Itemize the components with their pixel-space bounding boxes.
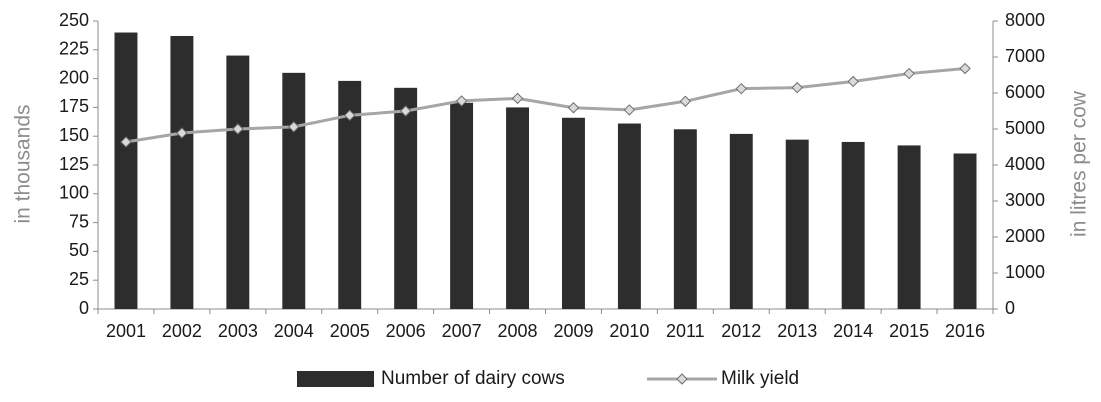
- right-tick-label: 3000: [1005, 190, 1045, 210]
- bar-dairy-cows-2002: [170, 35, 194, 309]
- marker-milk-yield-2011: [679, 95, 692, 107]
- x-tick-label: 2005: [330, 321, 370, 341]
- left-tick-label: 25: [69, 269, 89, 289]
- left-tick-label: 0: [79, 298, 89, 318]
- x-tick-label: 2009: [553, 321, 593, 341]
- x-tick-label: 2013: [777, 321, 817, 341]
- left-tick-label: 150: [59, 125, 89, 145]
- marker-milk-yield-2006: [399, 105, 412, 117]
- x-tick-label: 2010: [609, 321, 649, 341]
- x-tick-label: 2006: [386, 321, 426, 341]
- right-tick-label: 2000: [1005, 226, 1045, 246]
- right-tick-label: 5000: [1005, 118, 1045, 138]
- marker-milk-yield-2016: [959, 62, 971, 75]
- left-axis-title-group: in thousands: [12, 104, 35, 223]
- marker-milk-yield-2007: [455, 95, 468, 107]
- left-tick-label: 125: [59, 154, 89, 174]
- x-tick-label: 2016: [945, 321, 985, 341]
- left-tick-label: 50: [69, 240, 89, 260]
- right-tick-label: 0: [1005, 298, 1015, 318]
- x-tick-label: 2002: [162, 321, 202, 341]
- bar-dairy-cows-2015: [897, 145, 921, 309]
- left-tick-label: 250: [59, 10, 89, 30]
- bar-dairy-cows-2014: [841, 141, 865, 309]
- x-tick-label: 2004: [274, 321, 314, 341]
- right-tick-label: 6000: [1005, 82, 1045, 102]
- marker-milk-yield-2001: [120, 136, 132, 148]
- marker-milk-yield-2002: [176, 127, 188, 139]
- bar-dairy-cows-2005: [338, 80, 362, 310]
- plot-area: 0 25 50 75 100 125 150 175 200 225 250 0 1000 2000 300…: [59, 10, 1045, 341]
- left-tick-label: 100: [59, 183, 89, 203]
- left-tick-label: 75: [69, 211, 89, 231]
- bar-dairy-cows-2012: [729, 133, 753, 309]
- legend-label-dairy-cows: Number of dairy cows: [381, 368, 565, 389]
- bar-dairy-cows-2011: [673, 129, 697, 309]
- marker-milk-yield-2014: [847, 75, 859, 88]
- marker-milk-yield-2015: [903, 67, 915, 80]
- left-tick-label: 175: [59, 96, 89, 116]
- right-tick-label: 1000: [1005, 262, 1045, 282]
- right-axis-title-group: in litres per cow: [1068, 90, 1091, 237]
- bar-dairy-cows-2007: [450, 102, 474, 310]
- bar-dairy-cows-2004: [282, 72, 306, 309]
- marker-milk-yield-2010: [623, 104, 636, 116]
- x-tick-label: 2012: [721, 321, 761, 341]
- x-tick-label: 2001: [106, 321, 146, 341]
- left-axis-title: in thousands: [12, 104, 35, 223]
- x-tick-label: 2003: [218, 321, 258, 341]
- marker-milk-yield-2013: [791, 81, 803, 94]
- legend: Number of dairy cows Milk yield: [297, 368, 799, 389]
- bar-dairy-cows-2010: [617, 123, 641, 309]
- x-tick-label: 2014: [833, 321, 873, 341]
- marker-milk-yield-2009: [567, 102, 580, 114]
- marker-milk-yield-2012: [735, 82, 747, 95]
- right-tick-label: 4000: [1005, 154, 1045, 174]
- left-tick-label: 225: [59, 39, 89, 59]
- legend-label-milk-yield: Milk yield: [721, 368, 799, 389]
- bar-dairy-cows-2003: [226, 55, 250, 310]
- x-tick-label: 2011: [666, 321, 705, 341]
- legend-swatch-dairy-cows: [297, 371, 374, 387]
- bar-dairy-cows-2013: [785, 139, 809, 309]
- x-tick-label: 2015: [889, 321, 929, 341]
- bar-dairy-cows-2016: [953, 153, 977, 309]
- right-tick-label: 7000: [1005, 46, 1045, 66]
- bar-dairy-cows-2006: [394, 87, 418, 309]
- left-tick-label: 200: [59, 67, 89, 87]
- bar-dairy-cows-2009: [562, 117, 585, 309]
- right-axis-title: in litres per cow: [1068, 90, 1091, 237]
- bar-dairy-cows-2001: [114, 32, 138, 310]
- x-tick-label: 2008: [498, 321, 538, 341]
- milk-yield-line: [125, 67, 966, 144]
- x-tick-label: 2007: [442, 321, 482, 341]
- marker-milk-yield-2008: [511, 92, 524, 105]
- right-tick-label: 8000: [1005, 10, 1045, 30]
- legend-swatch-milk-yield-marker: [676, 373, 688, 385]
- marker-milk-yield-2005: [344, 109, 356, 122]
- bar-dairy-cows-2008: [506, 107, 529, 310]
- marker-milk-yield-2004: [288, 121, 300, 133]
- marker-milk-yield-2003: [232, 123, 244, 135]
